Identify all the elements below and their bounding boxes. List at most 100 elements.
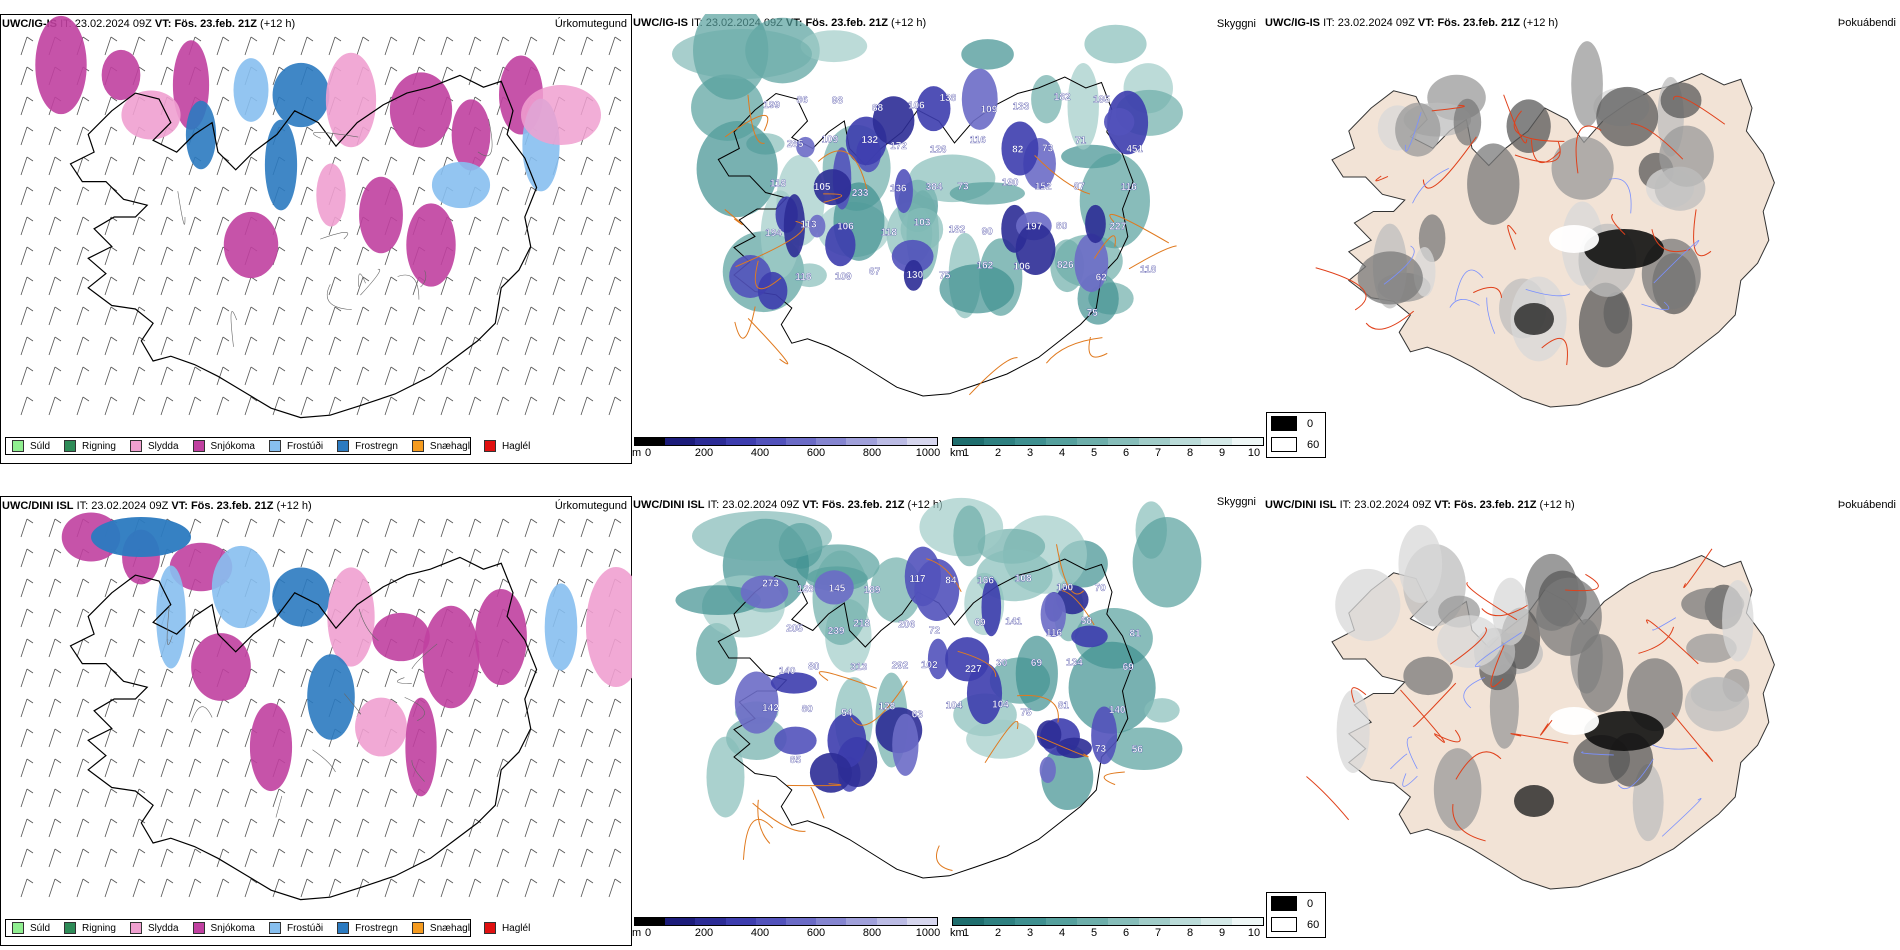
visibility-colorbar xyxy=(952,917,1264,926)
colorbar-step xyxy=(1108,438,1139,445)
wind-barb xyxy=(300,306,314,326)
legend-label: Snjókoma xyxy=(210,922,255,934)
river xyxy=(1474,632,1522,667)
fog-legend-bottom: 0 60 xyxy=(1266,892,1326,938)
cloud-base-area xyxy=(916,86,951,132)
road xyxy=(817,150,868,192)
wind-barb xyxy=(216,216,230,236)
wind-barb xyxy=(244,698,258,718)
fog-map xyxy=(1315,41,1775,408)
panel-title: UWC/IG-IS IT: 23.02.2024 09Z VT: Fös. 23… xyxy=(2,18,296,30)
wind-barb xyxy=(20,96,34,116)
wind-barb xyxy=(300,366,314,386)
wind-barb xyxy=(608,548,622,568)
road xyxy=(818,671,877,689)
fog-index-area xyxy=(1722,579,1754,662)
cloud-base-value: 451 xyxy=(1126,144,1143,155)
wind-barb xyxy=(608,848,622,868)
legend-item: Frostregn xyxy=(337,922,398,934)
wind-barb xyxy=(20,246,34,266)
road xyxy=(312,749,336,773)
cloud-base-value: 108 xyxy=(1015,573,1032,584)
river xyxy=(1404,111,1422,152)
wind-barb xyxy=(76,276,90,296)
wind-barb xyxy=(496,728,510,748)
wind-barb xyxy=(524,246,538,266)
wind-barb xyxy=(132,698,146,718)
wind-barb xyxy=(20,878,34,898)
scale-tick: 1000 xyxy=(915,447,941,459)
road xyxy=(275,795,283,818)
colorbar-step xyxy=(635,918,666,925)
scale-tick: 8 xyxy=(1186,927,1194,939)
wind-barb xyxy=(440,366,454,386)
scale-tick: 1 xyxy=(962,447,970,459)
wind-barb xyxy=(580,848,594,868)
cloud-base-value: 84 xyxy=(945,575,957,586)
wind-barb xyxy=(412,848,426,868)
road xyxy=(1473,286,1503,298)
cloud-base-area xyxy=(1056,737,1092,759)
fog-legend-label: 0 xyxy=(1307,417,1314,430)
precip-area xyxy=(406,203,456,287)
wind-barb xyxy=(496,366,510,386)
wind-barb xyxy=(216,878,230,898)
wind-barb xyxy=(216,698,230,718)
wind-barb xyxy=(76,396,90,416)
road xyxy=(1103,771,1125,786)
wind-barb xyxy=(244,36,258,56)
wind-barb xyxy=(328,306,342,326)
fog-legend-top: 0 60 xyxy=(1266,412,1326,458)
cloud-base-value: 104 xyxy=(992,699,1009,710)
cloud-base-value: 109 xyxy=(981,104,998,115)
wind-barb xyxy=(496,156,510,176)
cloud-base-value: 82 xyxy=(1012,144,1024,155)
fog-legend-item: 60 xyxy=(1267,914,1325,935)
road xyxy=(411,643,438,670)
precip-type-panel-top: UWC/IG-IS IT: 23.02.2024 09Z VT: Fös. 23… xyxy=(0,14,632,464)
legend-label: Haglél xyxy=(501,440,531,452)
wind-barb xyxy=(496,216,510,236)
wind-barb xyxy=(300,758,314,778)
road xyxy=(1109,213,1170,244)
wind-barb xyxy=(160,276,174,296)
wind-barb xyxy=(132,396,146,416)
fog-index-area xyxy=(1514,785,1554,817)
wind-barb xyxy=(328,336,342,356)
wind-barb xyxy=(580,698,594,718)
road xyxy=(1128,245,1177,270)
wind-barb xyxy=(356,36,370,56)
wind-barb xyxy=(608,518,622,538)
road xyxy=(1037,735,1089,758)
wind-barb xyxy=(608,728,622,748)
fog-legend-item: 0 xyxy=(1267,413,1325,434)
road xyxy=(1431,104,1465,112)
colorbar-step xyxy=(1201,918,1232,925)
precip-area xyxy=(233,58,269,122)
wind-barb xyxy=(244,848,258,868)
cloud-base-value: 116 xyxy=(970,135,987,146)
road xyxy=(1365,310,1415,330)
wind-barb xyxy=(104,668,118,688)
road xyxy=(810,787,825,819)
wind-barb xyxy=(188,366,202,386)
visibility-area xyxy=(696,121,778,218)
wind-barb xyxy=(468,36,482,56)
cloud-base-area xyxy=(981,577,1002,637)
cloud-base-value: 313 xyxy=(851,662,868,673)
cloud-base-area xyxy=(1040,592,1066,638)
wind-barb xyxy=(48,788,62,808)
scale-tick: 0 xyxy=(644,927,652,939)
wind-barb xyxy=(244,186,258,206)
wind-barb xyxy=(580,668,594,688)
colorbar-step xyxy=(1170,438,1201,445)
wind-barb xyxy=(552,728,566,748)
wind-barb xyxy=(384,66,398,86)
legend-item: Snjókoma xyxy=(192,922,255,934)
wind-barb xyxy=(132,216,146,236)
cloud-base-value: 134 xyxy=(1066,657,1083,668)
wind-barb xyxy=(496,396,510,416)
river xyxy=(1653,240,1700,284)
road xyxy=(1375,175,1389,182)
wind-barb xyxy=(48,548,62,568)
